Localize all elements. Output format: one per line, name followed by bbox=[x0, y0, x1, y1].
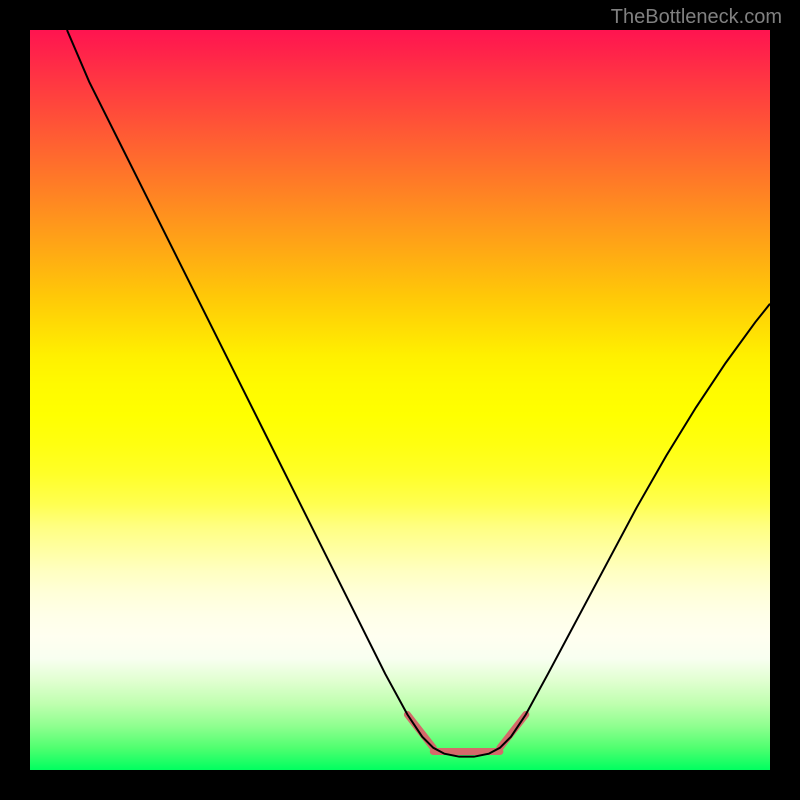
curve-svg bbox=[30, 30, 770, 770]
watermark-text: TheBottleneck.com bbox=[611, 6, 782, 29]
highlight-group bbox=[407, 715, 525, 752]
chart-container: TheBottleneck.com bbox=[0, 0, 800, 800]
plot-area bbox=[30, 30, 770, 770]
bottleneck-curve bbox=[67, 30, 770, 757]
